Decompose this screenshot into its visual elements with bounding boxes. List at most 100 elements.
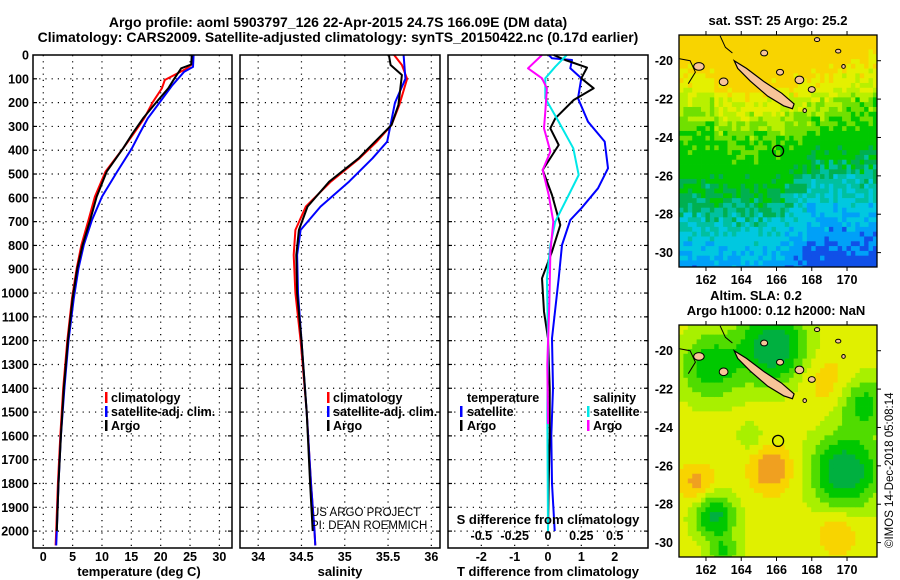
map-cell	[872, 459, 878, 465]
map-cell	[775, 401, 781, 407]
map-cell	[833, 516, 839, 523]
map-cell	[824, 325, 830, 331]
map-cell	[736, 382, 742, 388]
map-cell	[815, 430, 821, 436]
map-cell	[850, 231, 856, 237]
map-cell	[789, 73, 795, 79]
map-cell	[802, 145, 808, 151]
map-cell	[762, 106, 768, 113]
map-cell	[679, 265, 684, 268]
map-cell	[868, 425, 874, 431]
map-cell	[820, 425, 825, 431]
map-cell	[709, 425, 715, 431]
map-cell	[872, 106, 878, 113]
map-cell	[758, 154, 764, 161]
map-cell	[753, 193, 759, 199]
map-cell	[701, 382, 706, 388]
map-cell	[679, 260, 684, 266]
map-cell	[771, 116, 777, 122]
map-cell	[709, 130, 715, 137]
map-cell	[687, 478, 693, 484]
map-cell	[846, 92, 852, 98]
map-cell	[789, 159, 795, 165]
map-cell	[793, 44, 799, 50]
map-cell	[762, 473, 768, 479]
map-cell	[727, 92, 733, 98]
map-cell	[850, 106, 856, 113]
map-cell	[705, 507, 711, 513]
map-cell	[740, 382, 746, 388]
map-cell	[859, 358, 865, 364]
map-cell	[828, 265, 834, 268]
map-cell	[859, 130, 865, 137]
map-cell	[727, 202, 733, 209]
map-cell	[850, 164, 856, 170]
map-cell	[859, 516, 865, 523]
map-cell	[709, 111, 715, 117]
map-cell	[767, 473, 772, 479]
map-cell	[705, 348, 711, 355]
map-cell	[745, 435, 750, 441]
map-cell	[771, 82, 777, 89]
map-cell	[824, 35, 830, 41]
map-cell	[824, 502, 830, 508]
map-cell	[859, 540, 865, 547]
map-cell	[736, 202, 742, 209]
map-cell	[683, 226, 689, 233]
map-cell	[718, 483, 724, 489]
map-cell	[701, 545, 706, 551]
map-cell	[714, 334, 720, 340]
map-cell	[683, 440, 689, 446]
map-cell	[740, 483, 746, 489]
map-cell	[731, 169, 737, 175]
map-cell	[859, 440, 865, 446]
map-cell	[740, 130, 746, 137]
map-cell	[806, 183, 812, 189]
map-cell	[718, 92, 724, 98]
map-cell	[820, 555, 825, 558]
map-cell	[679, 159, 684, 165]
map-cell	[806, 497, 812, 503]
map-cell	[701, 92, 706, 98]
map-cell	[872, 174, 878, 180]
map-cell	[718, 265, 724, 268]
map-cell	[687, 325, 693, 331]
map-cell	[850, 325, 856, 331]
map-cell	[775, 425, 781, 431]
map-cell	[859, 68, 865, 74]
map-cell	[824, 425, 830, 431]
map-cell	[767, 222, 772, 228]
map-cell	[784, 178, 790, 185]
map-cell	[780, 212, 786, 218]
map-cell	[731, 473, 737, 479]
map-cell	[692, 382, 698, 388]
map-cell	[864, 387, 869, 393]
map-cell	[758, 344, 764, 350]
map-cell	[859, 188, 865, 194]
map-cell	[758, 392, 764, 398]
map-cell	[820, 63, 825, 69]
map-cell	[872, 154, 878, 161]
map-cell	[696, 425, 702, 431]
map-cell	[745, 92, 750, 98]
map-cell	[846, 387, 852, 393]
map-cell	[806, 478, 812, 484]
map-cell	[784, 512, 790, 518]
map-cell	[824, 454, 830, 460]
map-cell	[868, 488, 874, 494]
map-cell	[811, 435, 817, 441]
map-cell	[859, 150, 865, 156]
map-cell	[784, 58, 790, 65]
map-cell	[727, 87, 733, 93]
map-cell	[723, 174, 728, 180]
map-cell	[731, 44, 737, 50]
map-cell	[679, 207, 684, 213]
map-cell	[789, 174, 795, 180]
map-cell	[833, 440, 839, 446]
map-cell	[696, 111, 702, 117]
map-cell	[824, 348, 830, 355]
map-cell	[820, 540, 825, 547]
map-cell	[736, 183, 742, 189]
map-cell	[837, 468, 843, 475]
map-cell	[833, 444, 839, 451]
